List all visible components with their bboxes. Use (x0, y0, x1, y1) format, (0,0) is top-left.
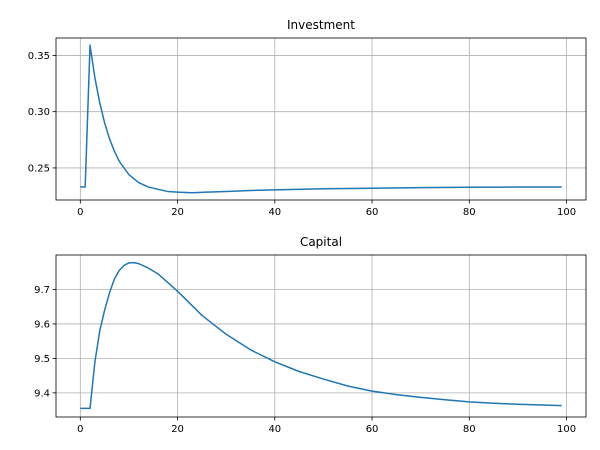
series-line (80, 44, 562, 194)
chart-title: Capital (300, 235, 342, 249)
capital-panel: 0 20 40 60 80 100 9.4 9.5 9.6 9.7 Capital (34, 235, 587, 435)
x-tick-label: 60 (366, 207, 379, 218)
x-tick-label: 40 (268, 207, 281, 218)
x-tick-label: 100 (557, 207, 576, 218)
x-tick-label: 0 (77, 207, 83, 218)
x-tick-label: 20 (171, 424, 184, 435)
axes-frame (55, 254, 587, 418)
series-line (80, 261, 562, 410)
x-tick-label: 20 (171, 207, 184, 218)
chart-title: Investment (287, 18, 355, 32)
y-tick-label: 9.7 (34, 285, 50, 296)
x-tick-label: 100 (557, 424, 576, 435)
y-tick-label: 0.25 (28, 163, 50, 174)
y-tick-label: 9.6 (34, 319, 50, 330)
x-tick-label: 0 (77, 424, 83, 435)
y-tick-label: 0.30 (28, 107, 50, 118)
x-tick-label: 40 (268, 424, 281, 435)
x-tick-label: 80 (463, 424, 476, 435)
x-tick-label: 80 (463, 207, 476, 218)
axes-frame (55, 37, 587, 201)
y-tick-label: 9.5 (34, 354, 50, 365)
investment-panel: 0 20 40 60 80 100 0.25 0.30 0.35 Investment (28, 18, 587, 218)
y-tick-label: 9.4 (34, 388, 50, 399)
y-tick-label: 0.35 (28, 51, 50, 62)
x-tick-label: 60 (366, 424, 379, 435)
